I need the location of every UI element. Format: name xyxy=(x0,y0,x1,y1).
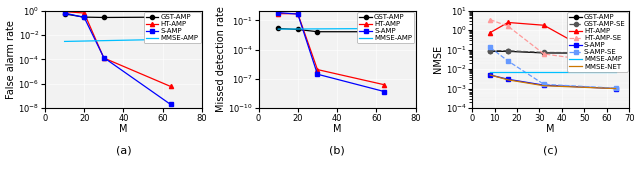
Line: S-AMP: S-AMP xyxy=(276,11,386,94)
MMSE-NET xyxy=(486,74,494,76)
Text: (a): (a) xyxy=(116,145,131,155)
S-AMP xyxy=(504,78,512,80)
Line: MMSE-AMP: MMSE-AMP xyxy=(65,39,170,41)
MMSE-NET xyxy=(540,85,548,87)
GST-AMP xyxy=(275,27,282,30)
S-AMP-SE xyxy=(612,87,620,89)
Line: S-AMP: S-AMP xyxy=(63,11,173,106)
X-axis label: M: M xyxy=(119,124,128,134)
MMSE-AMP xyxy=(486,71,494,73)
X-axis label: M: M xyxy=(547,124,555,134)
GST-AMP xyxy=(504,50,512,52)
S-AMP-SE xyxy=(540,83,548,86)
MMSE-AMP xyxy=(61,40,68,42)
S-AMP xyxy=(380,90,388,93)
HT-AMP xyxy=(504,21,512,24)
X-axis label: M: M xyxy=(333,124,341,134)
MMSE-AMP xyxy=(612,71,620,73)
Text: (c): (c) xyxy=(543,145,558,155)
S-AMP-SE xyxy=(504,60,512,62)
GST-AMP xyxy=(380,31,388,33)
HT-AMP-SE xyxy=(486,18,494,21)
GST-AMP-SE xyxy=(612,52,620,54)
GST-AMP-SE xyxy=(540,51,548,54)
S-AMP xyxy=(81,16,88,19)
GST-AMP xyxy=(81,16,88,18)
S-AMP-SE xyxy=(486,46,494,49)
GST-AMP-SE xyxy=(486,49,494,52)
GST-AMP xyxy=(540,52,548,54)
S-AMP xyxy=(314,73,321,75)
Line: HT-AMP: HT-AMP xyxy=(276,12,386,87)
Y-axis label: False alarm rate: False alarm rate xyxy=(6,20,15,99)
HT-AMP-SE xyxy=(540,53,548,55)
MMSE-NET xyxy=(504,79,512,81)
S-AMP xyxy=(612,87,620,90)
Y-axis label: Missed detection rate: Missed detection rate xyxy=(216,6,225,112)
HT-AMP xyxy=(380,84,388,86)
GST-AMP xyxy=(486,50,494,52)
GST-AMP xyxy=(100,16,108,19)
S-AMP xyxy=(166,103,174,105)
Line: GST-AMP: GST-AMP xyxy=(488,49,618,55)
HT-AMP xyxy=(314,68,321,71)
HT-AMP xyxy=(486,32,494,34)
Text: (b): (b) xyxy=(329,145,345,155)
Line: S-AMP: S-AMP xyxy=(488,73,618,91)
S-AMP xyxy=(100,56,108,59)
GST-AMP xyxy=(61,13,68,15)
Line: GST-AMP-SE: GST-AMP-SE xyxy=(488,49,618,55)
HT-AMP xyxy=(61,11,68,13)
MMSE-NET xyxy=(612,87,620,90)
HT-AMP-SE xyxy=(612,63,620,65)
HT-AMP xyxy=(294,13,301,15)
S-AMP xyxy=(540,84,548,86)
Y-axis label: NMSE: NMSE xyxy=(433,45,443,74)
GST-AMP-SE xyxy=(504,50,512,52)
Line: GST-AMP: GST-AMP xyxy=(63,12,173,20)
HT-AMP-SE xyxy=(504,25,512,27)
HT-AMP xyxy=(166,85,174,88)
S-AMP xyxy=(294,13,301,15)
MMSE-AMP xyxy=(275,28,282,30)
HT-AMP xyxy=(540,24,548,26)
S-AMP xyxy=(61,12,68,14)
HT-AMP xyxy=(275,13,282,15)
S-AMP xyxy=(486,74,494,76)
Line: HT-AMP-SE: HT-AMP-SE xyxy=(488,17,618,66)
GST-AMP xyxy=(612,52,620,55)
HT-AMP xyxy=(612,64,620,66)
Line: MMSE-NET: MMSE-NET xyxy=(490,75,616,89)
GST-AMP xyxy=(294,28,301,31)
MMSE-AMP xyxy=(166,38,174,40)
Line: HT-AMP: HT-AMP xyxy=(63,10,173,89)
HT-AMP xyxy=(100,57,108,59)
GST-AMP xyxy=(314,31,321,33)
Legend: GST-AMP, HT-AMP, S-AMP, MMSE-AMP: GST-AMP, HT-AMP, S-AMP, MMSE-AMP xyxy=(144,12,200,43)
Line: GST-AMP: GST-AMP xyxy=(276,27,386,34)
Line: S-AMP-SE: S-AMP-SE xyxy=(488,45,618,90)
S-AMP xyxy=(275,11,282,14)
Legend: GST-AMP, HT-AMP, S-AMP, MMSE-AMP: GST-AMP, HT-AMP, S-AMP, MMSE-AMP xyxy=(357,12,414,43)
HT-AMP xyxy=(81,12,88,14)
Line: HT-AMP: HT-AMP xyxy=(488,20,618,67)
Legend: GST-AMP, GST-AMP-SE, HT-AMP, HT-AMP-SE, S-AMP, S-AMP-SE, MMSE-AMP, MMSE-NET: GST-AMP, GST-AMP-SE, HT-AMP, HT-AMP-SE, … xyxy=(567,12,628,72)
GST-AMP xyxy=(166,16,174,18)
MMSE-AMP xyxy=(380,27,388,30)
